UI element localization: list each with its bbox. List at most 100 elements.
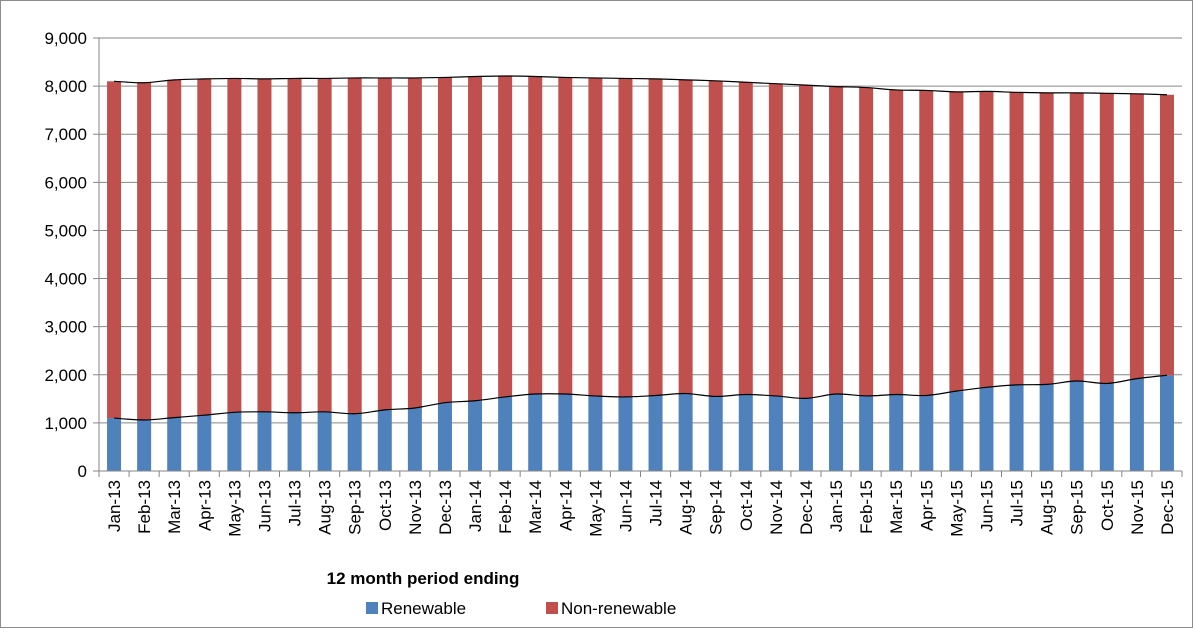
y-tick-label: 6,000: [44, 173, 87, 192]
non-renewable-bar: [1069, 92, 1084, 382]
x-tick-label: Aug-15: [1038, 480, 1057, 535]
y-tick-label: 5,000: [44, 221, 87, 240]
renewable-bar: [377, 409, 392, 471]
y-tick-labels: 0 1,000 2,000 3,000 4,000 5,000 6,000 7,000 8,00…: [44, 29, 87, 481]
renewable-bar: [1039, 384, 1054, 471]
non-renewable-bar: [498, 76, 513, 397]
renewable-bar: [829, 394, 844, 471]
renewable-bar: [889, 394, 904, 471]
non-renewable-bar: [708, 80, 723, 397]
non-renewable-bar: [919, 90, 934, 396]
renewable-bar: [107, 418, 122, 471]
x-axis-title: 12 month period ending: [327, 569, 520, 588]
trend-lines: [114, 75, 1168, 421]
renewable-bar: [1069, 381, 1084, 471]
renewable-trend-line: [114, 374, 1168, 421]
non-renewable-bar: [889, 89, 904, 395]
x-tick-label: Jun-14: [616, 480, 635, 532]
bars: [107, 76, 1174, 471]
legend-label: Renewable: [381, 599, 466, 618]
renewable-bar: [588, 395, 603, 471]
x-tick-label: Mar-15: [887, 480, 906, 534]
legend-swatch: [546, 602, 558, 614]
y-tick-label: 0: [78, 462, 87, 481]
x-tick-label: Dec-14: [797, 480, 816, 535]
non-renewable-bar: [287, 78, 302, 413]
non-renewable-bar: [1009, 92, 1024, 385]
non-renewable-bar: [528, 76, 543, 395]
non-renewable-bar: [227, 78, 242, 413]
x-tick-label: Jul-13: [286, 480, 305, 526]
non-renewable-bar: [347, 77, 362, 414]
x-tick-label: Nov-15: [1128, 480, 1147, 535]
renewable-bar: [1129, 378, 1144, 471]
renewable-bar: [287, 412, 302, 471]
renewable-bar: [498, 396, 513, 471]
non-renewable-bar: [107, 81, 122, 419]
renewable-bar: [558, 394, 573, 471]
non-renewable-bar: [829, 86, 844, 395]
x-tick-label: Apr-15: [917, 480, 936, 531]
renewable-bar: [919, 395, 934, 471]
x-tick-label: Jul-15: [1008, 480, 1027, 526]
legend-label: Non-renewable: [561, 599, 676, 618]
renewable-bar: [407, 407, 422, 471]
y-tick-label: 2,000: [44, 366, 87, 385]
renewable-bar: [738, 394, 753, 471]
x-tick-label: Jan-13: [105, 480, 124, 532]
non-renewable-bar: [859, 87, 874, 396]
axes: [93, 37, 1183, 477]
x-tick-label: Oct-14: [737, 480, 756, 531]
x-tick-label: Oct-15: [1098, 480, 1117, 531]
non-renewable-bar: [648, 78, 663, 396]
renewable-bar: [768, 395, 783, 471]
renewable-bar: [1009, 384, 1024, 471]
non-renewable-bar: [979, 91, 994, 388]
x-tick-label: Sep-13: [346, 480, 365, 535]
renewable-bar: [618, 396, 633, 471]
non-renewable-bar: [407, 77, 422, 408]
x-tick-label: Sep-14: [707, 480, 726, 535]
non-renewable-bar: [798, 85, 813, 399]
renewable-bar: [317, 411, 332, 471]
renewable-bar: [167, 417, 182, 471]
renewable-bar: [197, 415, 212, 471]
legend: Renewable Non-renewable: [366, 599, 676, 618]
x-tick-label: Oct-13: [376, 480, 395, 531]
renewable-bar: [257, 411, 272, 471]
x-tick-label: Aug-14: [677, 480, 696, 535]
x-tick-label: May-14: [586, 480, 605, 537]
x-tick-label: May-15: [947, 480, 966, 537]
non-renewable-bar: [1099, 93, 1114, 384]
non-renewable-bar: [257, 78, 272, 412]
x-tick-label: Feb-15: [857, 480, 876, 534]
legend-item-non-renewable: Non-renewable: [546, 599, 676, 618]
non-renewable-bar: [678, 79, 693, 394]
y-tick-label: 3,000: [44, 318, 87, 337]
non-renewable-bar: [468, 76, 483, 401]
total-trend-line: [114, 75, 1167, 96]
y-tick-label: 8,000: [44, 77, 87, 96]
x-tick-label: Nov-14: [767, 480, 786, 535]
renewable-bar: [437, 402, 452, 471]
renewable-bar: [137, 420, 152, 471]
x-tick-label: Mar-13: [165, 480, 184, 534]
x-tick-label: Mar-14: [526, 480, 545, 534]
non-renewable-bar: [558, 77, 573, 395]
x-tick-label: Feb-14: [496, 480, 515, 534]
renewable-bar: [949, 391, 964, 471]
legend-item-renewable: Renewable: [366, 599, 466, 618]
renewable-bar: [528, 394, 543, 471]
non-renewable-bar: [738, 82, 753, 395]
x-tick-label: Dec-15: [1158, 480, 1177, 535]
x-tick-label: Sep-15: [1068, 480, 1087, 535]
renewable-bar: [678, 393, 693, 471]
renewable-bar: [708, 396, 723, 471]
non-renewable-bar: [197, 78, 212, 416]
renewable-bar: [347, 413, 362, 471]
non-renewable-bar: [618, 78, 633, 397]
gridlines: [99, 37, 1182, 424]
non-renewable-bar: [1159, 94, 1174, 376]
